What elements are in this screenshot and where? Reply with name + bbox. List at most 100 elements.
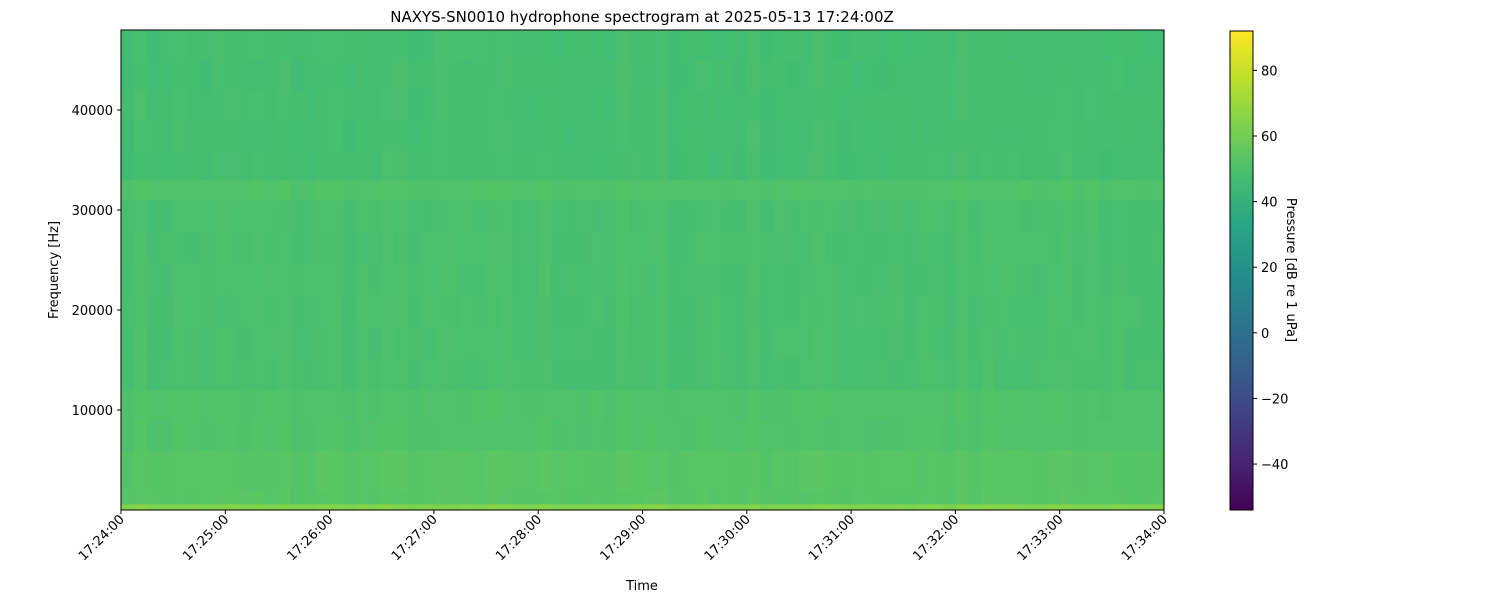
heatmap-cell: [212, 231, 226, 264]
heatmap-cell: [1046, 200, 1061, 233]
heatmap-cell: [499, 200, 513, 233]
heatmap-cell: [160, 326, 174, 359]
heatmap-cell: [720, 450, 735, 491]
heatmap-cell: [1007, 150, 1022, 181]
heatmap-cell: [759, 295, 774, 328]
heatmap-cell: [903, 450, 917, 491]
heatmap-cell: [707, 30, 722, 61]
heatmap-cell: [720, 231, 735, 264]
heatmap-cell: [825, 326, 839, 359]
heatmap-cell: [329, 358, 344, 391]
heatmap-cell: [225, 200, 239, 233]
heatmap-cell: [1046, 120, 1061, 151]
colorbar: [1229, 30, 1254, 511]
heatmap-cell: [616, 490, 631, 505]
heatmap-cell: [707, 60, 722, 91]
heatmap-cell: [903, 263, 917, 296]
heatmap-cell: [1150, 390, 1165, 421]
heatmap-cell: [407, 180, 422, 201]
heatmap-cell: [825, 358, 839, 391]
heatmap-cell: [811, 390, 826, 421]
heatmap-cell: [316, 390, 331, 421]
heatmap-cell: [329, 200, 344, 233]
heatmap-cell: [1007, 180, 1022, 201]
heatmap-cell: [772, 60, 787, 91]
heatmap-cell: [1150, 358, 1165, 391]
heatmap-cell: [655, 390, 670, 421]
heatmap-cell: [929, 358, 943, 391]
heatmap-cell: [316, 420, 331, 451]
heatmap-cell: [890, 295, 904, 328]
heatmap-cell: [1124, 490, 1139, 505]
heatmap-cell: [212, 120, 226, 151]
heatmap-cell: [173, 30, 187, 61]
heatmap-cell: [564, 420, 578, 451]
heatmap-cell: [368, 326, 383, 359]
heatmap-cell: [642, 358, 657, 391]
heatmap-cell: [877, 390, 891, 421]
heatmap-cell: [1046, 326, 1061, 359]
heatmap-cell: [929, 150, 943, 181]
heatmap-cell: [1007, 90, 1022, 121]
heatmap-cell: [694, 231, 709, 264]
heatmap-cell: [238, 420, 252, 451]
heatmap-cell: [1150, 30, 1165, 61]
heatmap-cell: [1137, 180, 1152, 201]
heatmap-cell: [538, 263, 552, 296]
heatmap-cell: [577, 120, 591, 151]
heatmap-cell: [825, 450, 839, 491]
heatmap-cell: [1150, 326, 1165, 359]
x-axis-label: Time: [625, 579, 658, 594]
heatmap-cell: [1150, 120, 1165, 151]
heatmap-cell: [785, 120, 800, 151]
heatmap-cell: [733, 150, 748, 181]
heatmap-cell: [381, 450, 396, 491]
heatmap-cell: [394, 200, 409, 233]
heatmap-cell: [1124, 263, 1139, 296]
heatmap-cell: [642, 490, 657, 505]
heatmap-cell: [916, 90, 930, 121]
heatmap-cell: [655, 180, 670, 201]
heatmap-cell: [446, 180, 461, 201]
heatmap-cell: [1072, 358, 1087, 391]
heatmap-cell: [264, 150, 279, 181]
heatmap-cell: [486, 30, 500, 61]
heatmap-cell: [199, 30, 213, 61]
heatmap-cell: [486, 90, 500, 121]
heatmap-cells: [121, 30, 1165, 511]
heatmap-cell: [994, 180, 1009, 201]
heatmap-cell: [538, 295, 552, 328]
heatmap-cell: [838, 420, 852, 451]
heatmap-cell: [420, 200, 435, 233]
heatmap-cell: [433, 263, 448, 296]
heatmap-cell: [564, 120, 578, 151]
heatmap-cell: [564, 295, 578, 328]
heatmap-cell: [225, 295, 239, 328]
heatmap-cell: [890, 358, 904, 391]
heatmap-cell: [772, 120, 787, 151]
heatmap-cell: [486, 150, 500, 181]
heatmap-cell: [173, 390, 187, 421]
heatmap-cell: [433, 295, 448, 328]
heatmap-cell: [1124, 120, 1139, 151]
heatmap-cell: [160, 450, 174, 491]
heatmap-cell: [955, 263, 970, 296]
heatmap-cell: [329, 420, 344, 451]
heatmap-cell: [590, 390, 604, 421]
heatmap-cell: [564, 390, 578, 421]
heatmap-cell: [707, 420, 722, 451]
heatmap-cell: [486, 420, 500, 451]
heatmap-cell: [394, 263, 409, 296]
heatmap-cell: [368, 450, 383, 491]
heatmap-cell: [877, 326, 891, 359]
heatmap-cell: [381, 150, 396, 181]
heatmap-cell: [825, 30, 839, 61]
heatmap-cell: [942, 180, 956, 201]
heatmap-cell: [290, 390, 305, 421]
heatmap-cell: [147, 90, 161, 121]
heatmap-cell: [916, 150, 930, 181]
heatmap-cell: [720, 263, 735, 296]
heatmap-cell: [316, 90, 331, 121]
heatmap-cell: [499, 504, 513, 511]
heatmap-cell: [381, 420, 396, 451]
